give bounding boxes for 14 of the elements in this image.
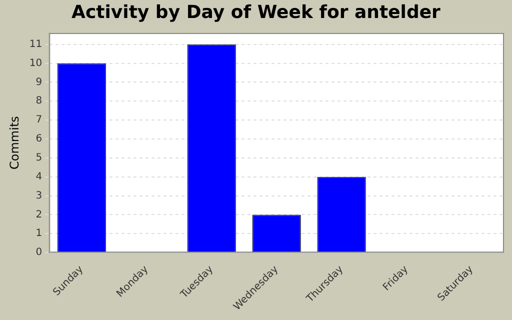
- y-tick-label: 9: [36, 76, 42, 88]
- y-tick-label: 7: [36, 114, 42, 126]
- y-tick-label: 0: [36, 247, 42, 258]
- y-axis-title: Commits: [7, 116, 22, 170]
- y-tick-label: 5: [36, 152, 42, 164]
- chart-title: Activity by Day of Week for antelder: [70, 2, 442, 23]
- y-tick-label: 11: [29, 38, 42, 50]
- y-tick-label: 2: [36, 209, 42, 220]
- y-tick-label: 10: [29, 58, 42, 69]
- y-tick-label: 3: [36, 190, 42, 202]
- y-tick-label: 6: [36, 134, 42, 145]
- y-tick-label: 8: [36, 96, 42, 107]
- y-tick-label: 1: [36, 228, 42, 240]
- y-tick-label: 4: [36, 171, 42, 182]
